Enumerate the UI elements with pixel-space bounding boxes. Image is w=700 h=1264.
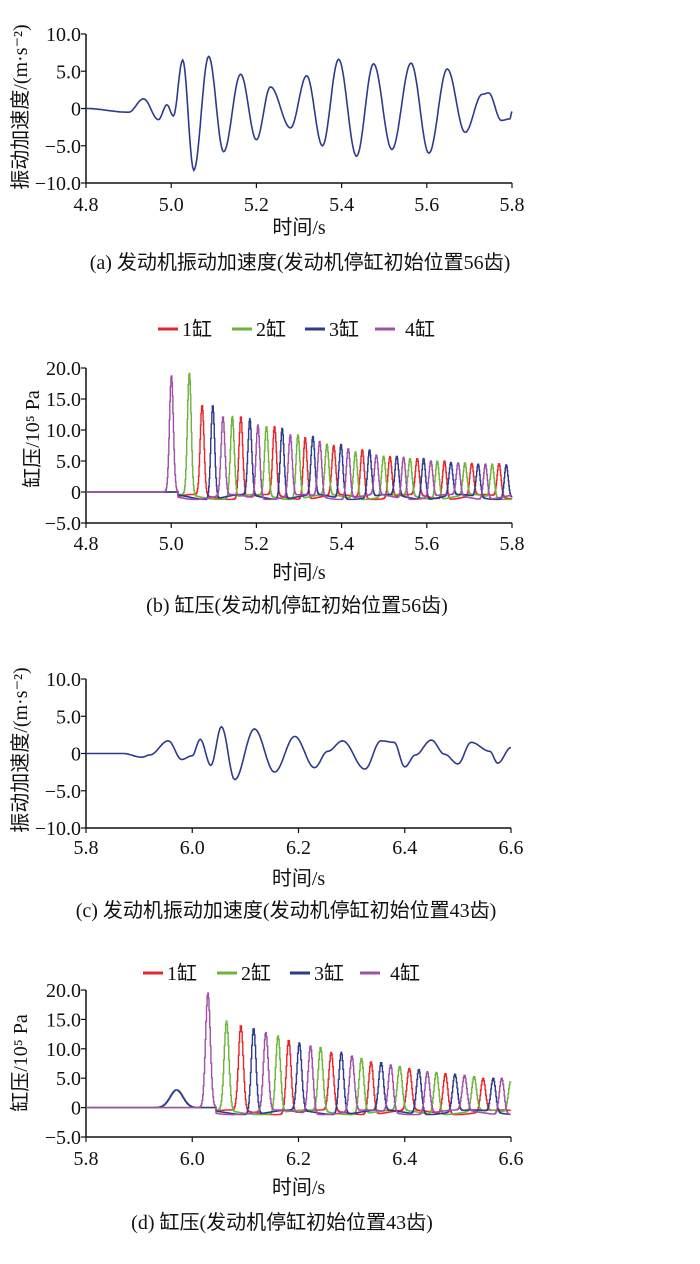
legend-label: 3缸	[329, 318, 359, 341]
x-tick-label: 6.4	[392, 837, 417, 859]
x-tick-label: 5.4	[329, 194, 354, 216]
x-tick-label: 5.8	[74, 837, 99, 859]
legend-label: 3缸	[314, 962, 344, 985]
x-tick-label: 4.8	[74, 533, 99, 555]
pressure-line-1	[86, 404, 513, 501]
legend-item-1: 1缸	[158, 318, 212, 341]
subplot-caption: (d) 缸压(发动机停缸初始位置43齿)	[131, 1211, 433, 1234]
y-tick-label: 15.0	[46, 1009, 81, 1031]
x-tick-label: 6.0	[180, 837, 205, 859]
legend-item-3: 3缸	[305, 318, 359, 341]
x-tick-label: 5.8	[500, 533, 525, 555]
pressure-line-2	[86, 1020, 512, 1116]
y-tick-label: 5.0	[56, 451, 81, 473]
y-axis-label: 缸压/10⁵ Pa	[9, 1014, 32, 1112]
y-tick-label: 20.0	[46, 980, 81, 1002]
x-tick-label: 5.6	[414, 194, 439, 216]
y-tick-label: −10.0	[35, 818, 81, 840]
y-axis-label: 振动加速度/(m·s⁻²)	[9, 24, 32, 189]
pressure-line-3	[86, 1028, 511, 1116]
x-tick-label: 6.2	[286, 1148, 311, 1170]
subplot-b: 20.0 15.0 10.0 5.0 0 −5.04.8 5.0 5.2 5.4 5.6 5.8 时间…	[21, 318, 525, 617]
subplot-caption: (a) 发动机振动加速度(发动机停缸初始位置56齿)	[90, 251, 511, 274]
x-tick-label: 6.0	[180, 1148, 205, 1170]
x-tick-label: 6.2	[286, 837, 311, 859]
legend-label: 4缸	[405, 318, 435, 341]
legend-label: 1缸	[167, 962, 197, 985]
y-tick-label: 5.0	[56, 706, 81, 728]
acceleration-line	[86, 55, 513, 172]
y-tick-label: −10.0	[35, 173, 81, 195]
y-axis-label: 缸压/10⁵ Pa	[21, 390, 44, 488]
legend-item-4: 4缸	[375, 318, 435, 341]
legend-label: 1缸	[182, 318, 212, 341]
x-tick-label: 5.0	[159, 194, 184, 216]
legend-label: 2缸	[256, 318, 286, 341]
acceleration-line	[86, 725, 512, 781]
x-axis-label: 时间/s	[272, 1176, 326, 1199]
x-tick-label: 5.0	[159, 533, 184, 555]
pressure-line-4	[86, 375, 512, 501]
x-tick-label: 6.6	[499, 837, 524, 859]
y-tick-label: 10.0	[46, 669, 81, 691]
x-tick-label: 6.4	[392, 1148, 417, 1170]
y-tick-label: 10.0	[46, 420, 81, 442]
x-tick-label: 5.8	[74, 1148, 99, 1170]
legend-label: 2缸	[241, 962, 271, 985]
pressure-line-1	[86, 1025, 512, 1116]
x-tick-label: 5.6	[414, 533, 439, 555]
y-tick-label: −5.0	[45, 513, 81, 535]
y-tick-label: 5.0	[56, 1068, 81, 1090]
x-tick-label: 5.8	[500, 194, 525, 216]
subplot-d: 20.0 15.0 10.0 5.0 0 −5.05.8 6.0 6.2 6.4 6.6 时间/s (…	[9, 962, 524, 1234]
y-tick-label: 10.0	[46, 1039, 81, 1061]
y-tick-label: 0	[71, 482, 81, 504]
pressure-line-3	[86, 405, 513, 501]
y-tick-label: 15.0	[46, 389, 81, 411]
y-tick-label: 0	[71, 1098, 81, 1120]
subplot-caption: (b) 缸压(发动机停缸初始位置56齿)	[146, 594, 448, 617]
x-tick-label: 5.4	[329, 533, 354, 555]
y-tick-label: 5.0	[56, 61, 81, 83]
legend-item-3: 3缸	[290, 962, 344, 985]
y-tick-label: 10.0	[46, 24, 81, 46]
y-tick-label: −5.0	[45, 136, 81, 158]
subplot-caption: (c) 发动机振动加速度(发动机停缸初始位置43齿)	[76, 899, 497, 922]
legend-item-2: 2缸	[232, 318, 286, 341]
subplot-c: 10.0 5.0 0 −5.0 −10.05.8 6.0 6.2 6.4 6.6 时间/s (c) …	[9, 667, 524, 922]
legend-item-2: 2缸	[217, 962, 271, 985]
x-tick-label: 4.8	[74, 194, 99, 216]
y-axis-label: 振动加速度/(m·s⁻²)	[9, 667, 32, 832]
subplot-a: 10.0 5.0 0 −5.0 −10.04.8 5.0 5.2 5.4 5.6 5.8 时间/s (…	[9, 24, 525, 274]
x-tick-label: 5.2	[244, 533, 269, 555]
x-tick-label: 6.6	[499, 1148, 524, 1170]
y-tick-label: 0	[71, 744, 81, 766]
legend-item-1: 1缸	[143, 962, 197, 985]
y-tick-label: 0	[71, 99, 81, 121]
y-tick-label: 20.0	[46, 358, 81, 380]
x-axis-label: 时间/s	[272, 216, 326, 239]
x-tick-label: 5.2	[244, 194, 269, 216]
pressure-line-4	[86, 992, 511, 1116]
legend-label: 4缸	[390, 962, 420, 985]
y-tick-label: −5.0	[45, 781, 81, 803]
x-axis-label: 时间/s	[272, 561, 326, 584]
x-axis-label: 时间/s	[272, 867, 326, 890]
legend-item-4: 4缸	[360, 962, 420, 985]
y-tick-label: −5.0	[45, 1127, 81, 1149]
